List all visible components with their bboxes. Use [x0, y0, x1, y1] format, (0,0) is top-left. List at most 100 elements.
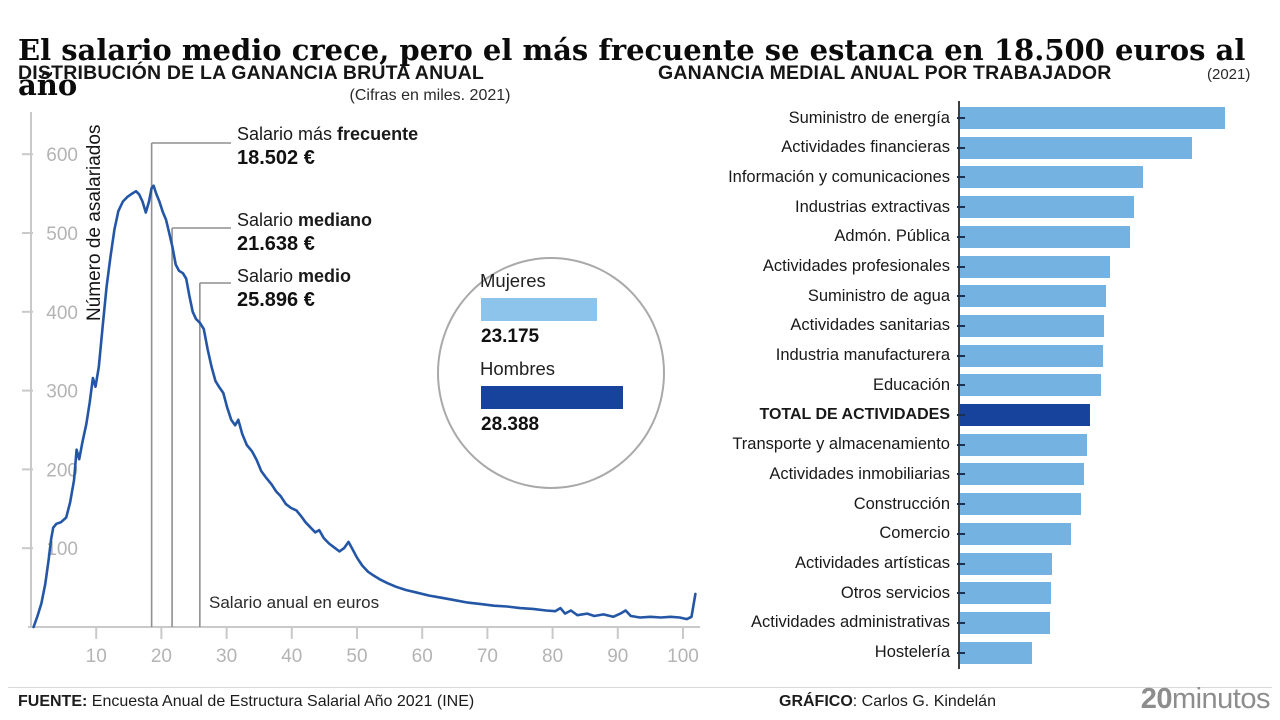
- bar-row: Industrias extractivas: [660, 192, 1266, 222]
- bar-label: Actividades sanitarias: [790, 316, 950, 335]
- x-tick-label: 90: [607, 646, 628, 667]
- bar-row: Información y comunicaciones: [660, 162, 1266, 192]
- bar-row: Actividades financieras: [660, 133, 1266, 163]
- axis-tick: [957, 206, 965, 209]
- annotation-value: 21.638 €: [237, 233, 315, 255]
- bar-row: Otros servicios: [660, 578, 1266, 608]
- bar: [960, 374, 1101, 397]
- bar-row: Actividades administrativas: [660, 608, 1266, 638]
- bar-label: Actividades administrativas: [751, 613, 950, 632]
- bar-row: Comercio: [660, 519, 1266, 549]
- x-tick-label: 10: [86, 646, 107, 667]
- graphic-credit: GRÁFICO: Carlos G. Kindelán: [779, 693, 996, 710]
- bar-label: Actividades profesionales: [762, 257, 950, 275]
- legend-swatch-women: [481, 298, 597, 321]
- x-axis-title: Salario anual en euros: [209, 593, 380, 612]
- bar: [960, 582, 1051, 605]
- bar-label: Comercio: [879, 524, 950, 543]
- y-tick-label: 600: [46, 145, 78, 166]
- bar-row: Transporte y almacenamiento: [660, 430, 1266, 460]
- axis-tick: [957, 621, 965, 624]
- right-chart-year-note: (2021): [1207, 66, 1251, 83]
- legend-label-women: Mujeres: [480, 270, 546, 291]
- bar-label: TOTAL DE ACTIVIDADES: [759, 406, 950, 423]
- bar-row: Actividades artísticas: [660, 549, 1266, 579]
- bar: [960, 522, 1071, 545]
- x-tick-label: 50: [346, 646, 367, 667]
- x-tick-label: 60: [412, 646, 433, 667]
- y-tick-label: 500: [46, 224, 78, 245]
- bar: [960, 196, 1134, 219]
- bar-label: Construcción: [853, 494, 950, 513]
- bar-label: Actividades inmobiliarias: [769, 464, 950, 483]
- bar: [960, 255, 1110, 278]
- left-chart-title: DISTRIBUCIÓN DE LA GANANCIA BRUTA ANUAL: [18, 62, 485, 84]
- bar: [960, 552, 1052, 575]
- axis-tick: [957, 532, 965, 535]
- axis-tick: [957, 651, 965, 654]
- y-tick-label: 100: [46, 539, 78, 560]
- bar: [960, 433, 1087, 456]
- bar-label: Industria manufacturera: [775, 346, 950, 365]
- y-tick-label: 400: [46, 303, 78, 324]
- bar-row: Suministro de agua: [660, 281, 1266, 311]
- annotation-label: Salario medio: [237, 266, 352, 286]
- bar-row: Actividades inmobiliarias: [660, 459, 1266, 489]
- bar-label: Suministro de agua: [807, 286, 950, 305]
- annotation-label: Salario más frecuente: [237, 124, 419, 144]
- footer-divider: [8, 687, 1272, 688]
- page-title: El salario medio crece, pero el más frec…: [18, 33, 1246, 103]
- right-chart-title: GANANCIA MEDIAL ANUAL POR TRABAJADOR: [658, 62, 1112, 84]
- bar-label: Industrias extractivas: [795, 197, 950, 216]
- axis-tick: [957, 146, 965, 149]
- distribution-svg: 100 200 300 400 500 600 10 20 30 40 50 60 70 80 90 100: [22, 112, 700, 667]
- 20minutos-logo: 20minutos: [1140, 683, 1271, 715]
- distribution-curve: [32, 184, 697, 629]
- bar-label: Educación: [872, 375, 950, 394]
- x-tick-label: 80: [542, 646, 563, 667]
- annotation-most-frequent-salary: Salario más frecuente 18.502 €: [237, 122, 477, 170]
- annotation-value: 18.502 €: [237, 147, 315, 169]
- bar: [960, 136, 1192, 159]
- bar: [960, 285, 1106, 308]
- bar: [960, 344, 1103, 367]
- axis-tick: [957, 354, 965, 357]
- legend-value-men: 28.388: [481, 414, 540, 435]
- bar-row: Hostelería: [660, 638, 1266, 668]
- x-tick-label: 70: [477, 646, 498, 667]
- gender-legend-circle: [437, 257, 665, 489]
- axis-tick: [957, 117, 965, 119]
- bar: [960, 641, 1032, 664]
- bar-row: Actividades sanitarias: [660, 311, 1266, 341]
- bar-row: TOTAL DE ACTIVIDADES: [660, 400, 1266, 430]
- bar-label: Información y comunicaciones: [728, 167, 950, 186]
- bar-label: Transporte y almacenamiento: [732, 435, 950, 454]
- bar-row: Actividades profesionales: [660, 252, 1266, 282]
- bar-label: Admón. Pública: [834, 227, 950, 246]
- source-credit: FUENTE: Encuesta Anual de Estructura Sal…: [18, 693, 475, 710]
- bar-row: Suministro de energía: [660, 103, 1266, 133]
- axis-tick: [957, 235, 965, 238]
- axis-tick: [957, 592, 965, 595]
- bar-label: Otros servicios: [840, 583, 950, 602]
- bar: [960, 314, 1104, 337]
- legend-swatch-men: [481, 386, 623, 409]
- axis-tick: [957, 562, 965, 565]
- bar: [960, 404, 1090, 426]
- x-tick-label: 40: [281, 646, 302, 667]
- annotation-label: Salario mediano: [237, 210, 373, 230]
- left-chart-units-note: (Cifras en miles. 2021): [349, 87, 511, 104]
- annotation-value: 25.896 €: [237, 289, 315, 311]
- annotation-mean-salary: Salario medio 25.896 €: [237, 264, 477, 312]
- axis-tick: [957, 265, 965, 268]
- bar-label: Actividades artísticas: [795, 554, 950, 572]
- bar: [960, 107, 1225, 129]
- axis-tick: [957, 176, 965, 179]
- bar: [960, 493, 1081, 516]
- bar: [960, 166, 1143, 189]
- bar: [960, 463, 1084, 486]
- bar-label: Hostelería: [874, 643, 950, 662]
- bar: [960, 611, 1050, 634]
- distribution-chart: 100 200 300 400 500 600 10 20 30 40 50 60 70 80 90 100: [0, 100, 720, 675]
- sector-bar-chart: Suministro de energía Actividades financi…: [660, 101, 1266, 669]
